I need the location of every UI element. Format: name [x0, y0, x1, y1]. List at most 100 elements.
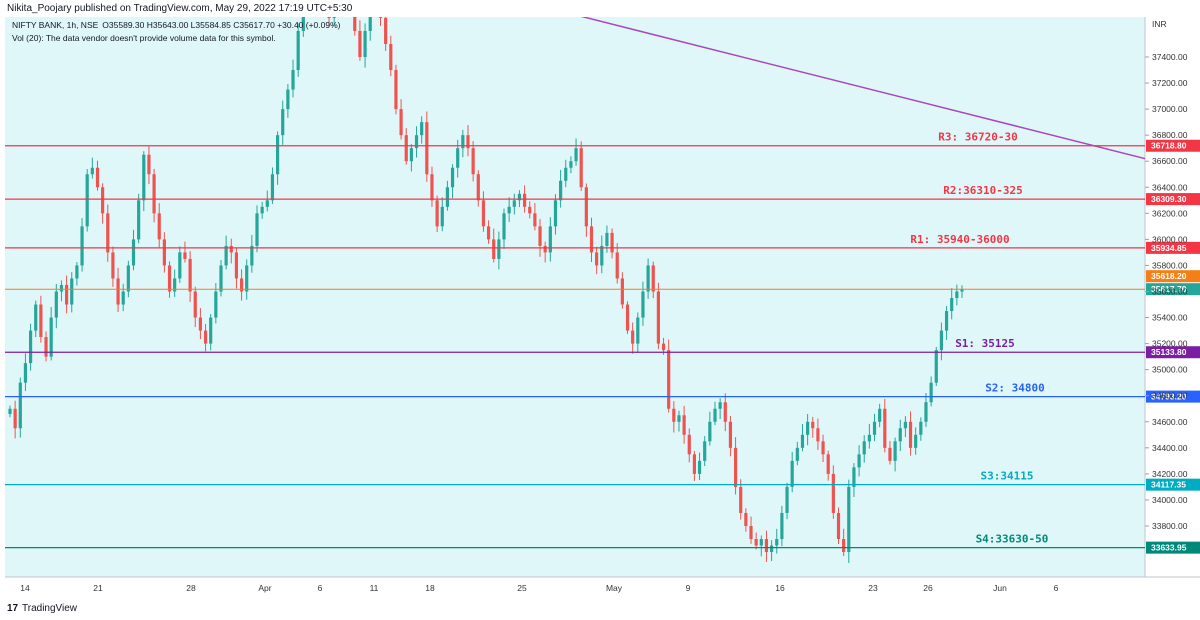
candle-body: [456, 148, 460, 168]
candle-body: [39, 304, 43, 338]
legend-symbol: NIFTY BANK, 1h, NSE: [12, 20, 99, 30]
support-resistance-levels: R3: 36720-30 36718.80 R2:36310-325 36309.30…: [5, 17, 1200, 554]
candle-body: [867, 434, 871, 442]
candle-body: [795, 447, 799, 461]
candle-body: [389, 43, 393, 71]
x-tick-label: 23: [868, 583, 878, 593]
candle-body: [821, 441, 825, 455]
candle-body: [250, 245, 254, 266]
footer: 17 TradingView: [0, 598, 1200, 620]
candle-body: [399, 109, 403, 136]
candle-body: [121, 291, 125, 305]
candle-body: [764, 539, 769, 553]
candle-body: [327, 17, 331, 18]
candle-body: [131, 239, 136, 266]
candle-body: [116, 278, 120, 305]
candle-body: [785, 486, 789, 513]
candle-body: [883, 408, 887, 448]
candle-body: [579, 148, 583, 188]
candle-body: [152, 174, 156, 214]
level-price-tag-text: 36718.80: [1151, 141, 1187, 151]
candle-body: [497, 239, 501, 259]
candle-body: [461, 135, 465, 149]
level-price-tag: [1146, 478, 1200, 491]
level-price-tag: [1146, 390, 1200, 403]
level-price-tag-text: 34117.35: [1151, 480, 1186, 490]
candle-body: [466, 135, 470, 149]
y-tick-label: 34800.00: [1152, 391, 1188, 401]
level-price-tag-text: 34793.20: [1151, 392, 1187, 402]
candle-body: [384, 17, 388, 44]
candle-body: [435, 200, 439, 227]
candle-body: [559, 180, 563, 201]
level-label: R1: 35940-36000: [910, 233, 1009, 246]
price-chart[interactable]: R3: 36720-30 36718.80 R2:36310-325 36309.30…: [0, 17, 1200, 598]
candle-body: [214, 291, 218, 318]
candle-body: [23, 363, 28, 383]
candle-body: [697, 460, 702, 474]
candle-body: [667, 350, 671, 409]
x-tick-label: 6: [1054, 583, 1059, 593]
candle-body: [811, 421, 815, 429]
candle-body: [806, 421, 810, 435]
candle-body: [420, 122, 424, 136]
y-tick-label: 36000.00: [1152, 234, 1188, 244]
level-price-tag-text: 35934.85: [1151, 243, 1187, 253]
x-tick-label: 16: [775, 583, 785, 593]
candle-body: [770, 545, 774, 553]
candle-body: [790, 460, 794, 487]
candle-body: [90, 167, 94, 175]
candle-body: [512, 200, 516, 207]
candle-body: [183, 252, 187, 259]
level-price-tag: [1146, 193, 1200, 206]
footer-brand[interactable]: TradingView: [22, 603, 78, 614]
candle-body: [862, 441, 866, 455]
candle-body: [775, 539, 779, 546]
candle-body: [291, 70, 295, 90]
candle-body: [847, 486, 851, 553]
y-tick-label: 36200.00: [1152, 208, 1188, 218]
level-label: S3:34115: [981, 470, 1034, 483]
candle-body: [929, 382, 933, 403]
candle-body: [270, 174, 275, 201]
candle-body: [440, 206, 444, 227]
candle-body: [713, 408, 717, 422]
candle-body: [275, 135, 280, 175]
candle-body: [852, 467, 856, 487]
candle-body: [101, 187, 105, 214]
candle-body: [137, 200, 141, 240]
candle-body: [142, 154, 146, 201]
candle-body: [358, 30, 362, 57]
candle-body: [85, 174, 89, 227]
candle-body: [826, 454, 830, 474]
candle-body: [842, 539, 846, 553]
trendline[interactable]: [510, 17, 1146, 160]
publisher-line: Nikita_Poojary published on TradingView.…: [7, 3, 353, 14]
candle-body: [265, 200, 269, 207]
candle-body: [471, 148, 475, 175]
candle-body: [157, 213, 161, 240]
candle-body: [203, 330, 208, 344]
level-price-tag: [1146, 241, 1200, 254]
y-tick-label: 34000.00: [1152, 495, 1188, 505]
candle-body: [944, 311, 949, 331]
candle-body: [703, 441, 707, 461]
x-tick-label: 28: [186, 583, 196, 593]
candle-body: [780, 512, 784, 540]
legend-ohlc: O35589.30 H35643.00 L35584.85 C35617.70 …: [102, 20, 340, 30]
candle-body: [569, 161, 573, 168]
x-tick-label: 9: [686, 583, 691, 593]
candle-body: [908, 421, 913, 448]
candle-body: [450, 167, 455, 188]
candle-body: [286, 89, 290, 110]
legend-symbol-ohlc: NIFTY BANK, 1h, NSE O35589.30 H35643.00 L…: [12, 20, 341, 30]
candle-body: [919, 421, 923, 435]
candle-body: [34, 304, 38, 331]
candle-body: [8, 408, 12, 414]
candle-body: [476, 174, 480, 201]
candle-body: [245, 265, 249, 292]
y-tick-label: 36800.00: [1152, 130, 1188, 140]
candle-body: [414, 135, 419, 149]
y-tick-label: 35000.00: [1152, 365, 1188, 375]
candle-body: [507, 206, 511, 214]
